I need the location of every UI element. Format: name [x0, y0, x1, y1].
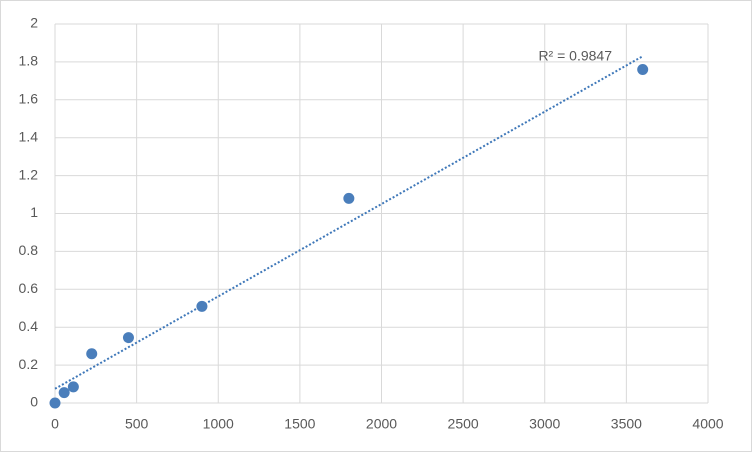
annotation: R² = 0.9847 — [538, 48, 612, 64]
point — [637, 63, 649, 75]
x-tick-label: 1000 — [203, 416, 234, 432]
point — [343, 192, 355, 204]
x-tick-label: 4000 — [692, 416, 723, 432]
y-tick-label: 0.2 — [19, 356, 39, 372]
y-tick-label: 0.6 — [19, 280, 39, 296]
y-tick-label: 1.2 — [19, 166, 39, 182]
x-tick-label: 3500 — [611, 416, 642, 432]
point — [67, 381, 79, 393]
y-tick-label: 0 — [30, 394, 38, 410]
y-tick-label: 1.4 — [19, 128, 39, 144]
x-tick-label: 2000 — [366, 416, 397, 432]
point — [58, 387, 70, 399]
y-tick-label: 0.4 — [19, 318, 39, 334]
point — [49, 397, 61, 409]
y-tick-label: 0.8 — [19, 242, 39, 258]
y-tick-label: 2 — [30, 15, 38, 31]
point — [196, 300, 208, 312]
x-tick-label: 3000 — [529, 416, 560, 432]
y-tick-label: 1.6 — [19, 91, 39, 107]
y-tick-label: 1 — [30, 204, 38, 220]
x-tick-label: 0 — [51, 416, 59, 432]
x-tick-label: 2500 — [448, 416, 479, 432]
y-tick-label: 1.8 — [19, 53, 39, 69]
x-tick-label: 500 — [125, 416, 149, 432]
point — [122, 332, 134, 344]
point — [86, 348, 98, 360]
trendline — [54, 55, 644, 390]
x-tick-label: 1500 — [284, 416, 315, 432]
